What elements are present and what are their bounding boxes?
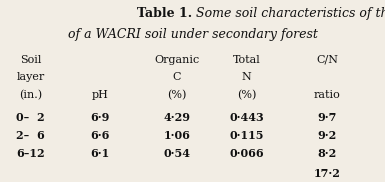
- Text: 9·2: 9·2: [318, 130, 337, 141]
- Text: 6·1: 6·1: [90, 148, 110, 159]
- Text: Soil: Soil: [20, 55, 42, 65]
- Text: Some soil characteristics of three layers: Some soil characteristics of three layer…: [192, 7, 385, 20]
- Text: ratio: ratio: [314, 90, 341, 100]
- Text: C/N: C/N: [316, 55, 338, 65]
- Text: 17·2: 17·2: [314, 168, 341, 179]
- Text: 0·066: 0·066: [229, 148, 264, 159]
- Text: 6·9: 6·9: [90, 112, 110, 123]
- Text: Table 1.: Table 1.: [137, 7, 192, 20]
- Text: C: C: [173, 72, 181, 82]
- Text: (in.): (in.): [19, 90, 42, 100]
- Text: 0–  2: 0– 2: [17, 112, 45, 123]
- Text: 0·115: 0·115: [229, 130, 264, 141]
- Text: 0·443: 0·443: [229, 112, 264, 123]
- Text: 6–12: 6–12: [17, 148, 45, 159]
- Text: layer: layer: [17, 72, 45, 82]
- Text: (%): (%): [167, 90, 187, 100]
- Text: 0·54: 0·54: [164, 148, 191, 159]
- Text: 6·6: 6·6: [90, 130, 110, 141]
- Text: (%): (%): [237, 90, 256, 100]
- Text: Organic: Organic: [154, 55, 200, 65]
- Text: pH: pH: [92, 90, 109, 100]
- Text: 2–  6: 2– 6: [17, 130, 45, 141]
- Text: Total: Total: [233, 55, 260, 65]
- Text: N: N: [241, 72, 251, 82]
- Text: 1·06: 1·06: [164, 130, 191, 141]
- Text: 4·29: 4·29: [164, 112, 191, 123]
- Text: 9·7: 9·7: [318, 112, 337, 123]
- Text: of a WACRI soil under secondary forest: of a WACRI soil under secondary forest: [67, 28, 318, 41]
- Text: 8·2: 8·2: [318, 148, 337, 159]
